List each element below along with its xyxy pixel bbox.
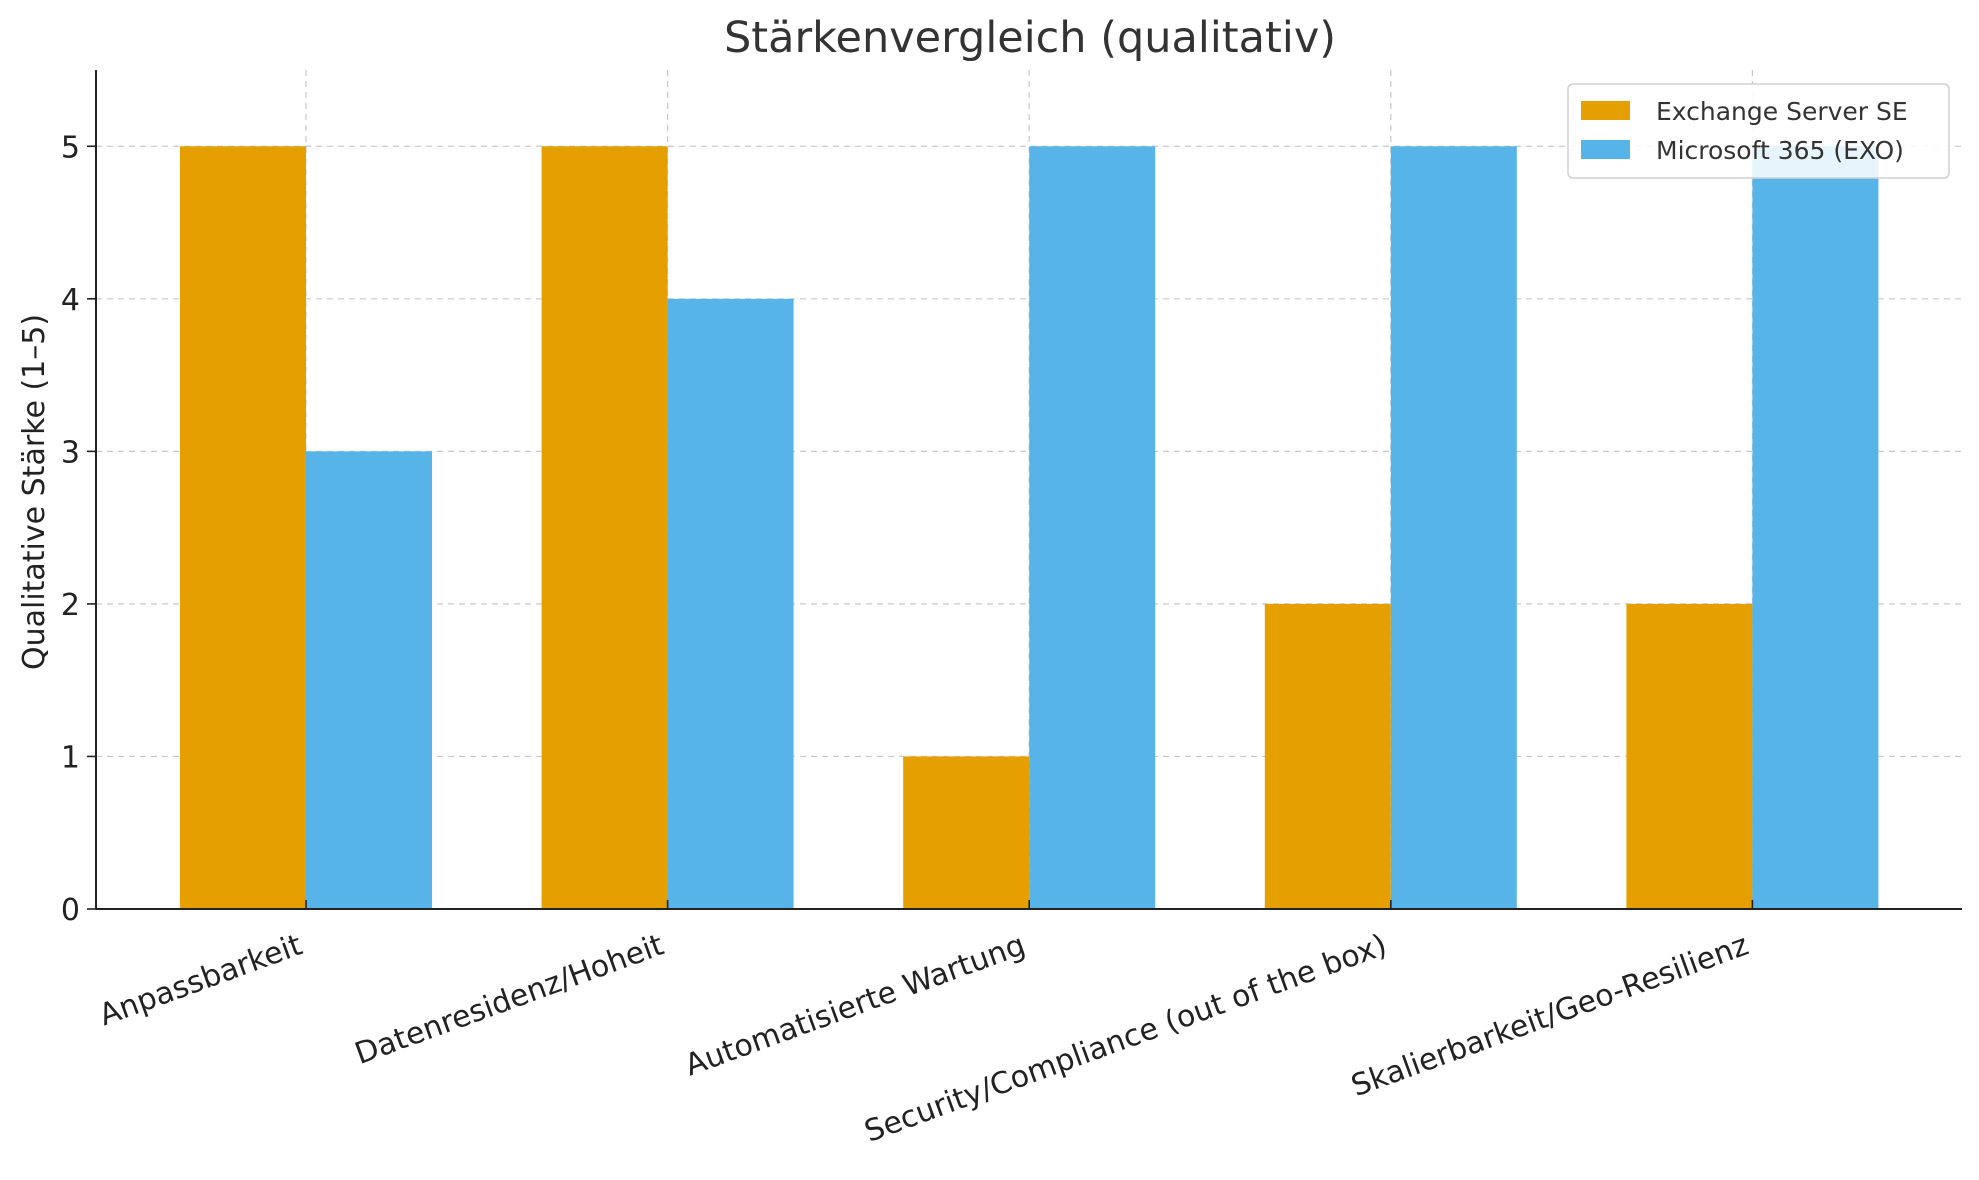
legend-label: Exchange Server SE: [1656, 97, 1908, 126]
bar-microsoft-365-exo-0: [306, 451, 432, 909]
bar-exchange-server-se-3: [1264, 603, 1391, 909]
legend-swatch: [1581, 140, 1630, 159]
y-axis-label: Qualitative Stärke (1–5): [17, 314, 52, 670]
y-tick-label: 1: [61, 740, 80, 775]
bar-microsoft-365-exo-1: [667, 298, 794, 909]
y-tick-label: 5: [61, 130, 80, 165]
legend-box: [1567, 83, 1950, 179]
chart-title: Stärkenvergleich (qualitativ): [724, 13, 1336, 63]
bars: [180, 146, 1879, 910]
y-ticks: 0 1 2 3 4 5: [61, 130, 96, 928]
bar-microsoft-365-exo-2: [1029, 146, 1156, 910]
bar-microsoft-365-exo-4: [1752, 146, 1879, 910]
y-tick-label: 4: [61, 283, 80, 318]
bar-exchange-server-se-0: [180, 146, 306, 910]
y-tick-label: 0: [61, 893, 80, 928]
legend: Exchange Server SE Microsoft 365 (EXO): [1567, 83, 1950, 179]
bar-exchange-server-se-1: [541, 146, 668, 910]
y-tick-label: 2: [61, 588, 80, 623]
bar-microsoft-365-exo-3: [1390, 146, 1517, 910]
bar-exchange-server-se-2: [903, 756, 1030, 909]
bar-exchange-server-se-4: [1626, 603, 1753, 909]
legend-label: Microsoft 365 (EXO): [1656, 136, 1904, 165]
y-tick-label: 3: [61, 435, 80, 470]
legend-swatch: [1581, 101, 1630, 120]
